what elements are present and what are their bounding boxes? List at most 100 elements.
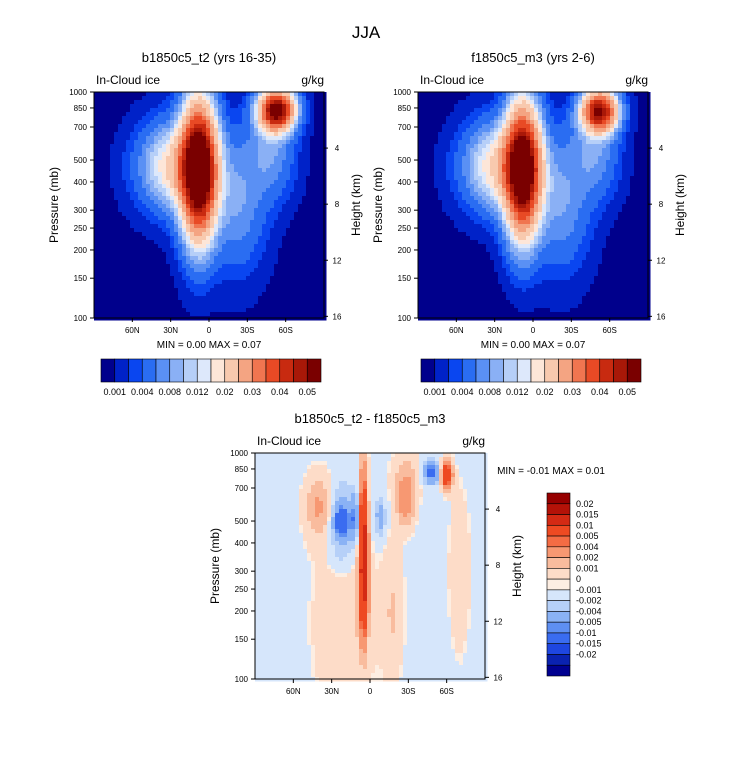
panel1-field-cell	[106, 272, 111, 277]
panel1-field-cell	[186, 300, 191, 305]
panel1-field-cell	[150, 112, 155, 117]
panel1-field-cell	[118, 196, 123, 201]
panel2-field-cell	[554, 148, 559, 153]
panel1-field-cell	[238, 100, 243, 105]
panel1-field-cell	[202, 112, 207, 117]
panel1-field-cell	[270, 220, 275, 225]
panel2-field-cell	[550, 140, 555, 145]
panel2-field-cell	[590, 92, 595, 97]
panel2-field-cell	[602, 104, 607, 109]
panel2-field-cell	[478, 140, 483, 145]
panel1-field-cell	[206, 256, 211, 261]
panel1-field-cell	[198, 288, 203, 293]
panel2-field-cell	[622, 180, 627, 185]
panel1-field-cell	[166, 200, 171, 205]
panel2-field-cell	[426, 196, 431, 201]
panel1-field-cell	[218, 292, 223, 297]
panel1-field-cell	[250, 208, 255, 213]
panel1-field-cell	[318, 284, 323, 289]
panel1-field-cell	[102, 132, 107, 137]
panel2-field-cell	[542, 156, 547, 161]
panel2-field-cell	[554, 128, 559, 133]
panel2-field-cell	[518, 168, 523, 173]
panel2-field-cell	[438, 136, 443, 141]
panel2-field-cell	[522, 156, 527, 161]
panel1-field-cell	[142, 284, 147, 289]
panel1-field-cell	[254, 148, 259, 153]
panel2-field-cell	[570, 144, 575, 149]
panel1-field-cell	[142, 272, 147, 277]
panel1-field-cell	[166, 308, 171, 313]
panel1-field-cell	[134, 164, 139, 169]
panel2-field-cell	[454, 200, 459, 205]
panel1-field-cell	[142, 308, 147, 313]
panel2-field-cell	[626, 100, 631, 105]
panel1-field-cell	[278, 212, 283, 217]
panel1-field-cell	[214, 232, 219, 237]
panel2-field-cell	[598, 136, 603, 141]
panel1-field-cell	[150, 124, 155, 129]
panel1-field-cell	[202, 284, 207, 289]
panel1-field-cell	[306, 240, 311, 245]
panel2-field-cell	[546, 104, 551, 109]
panel1-field-cell	[170, 144, 175, 149]
panel1-field-cell	[226, 144, 231, 149]
panel1-field-cell	[166, 212, 171, 217]
panel1-field-cell	[126, 152, 131, 157]
panel1-field-cell	[122, 248, 127, 253]
panel1-field-cell	[122, 288, 127, 293]
panel1-field-cell	[138, 192, 143, 197]
panel1-field-cell	[282, 224, 287, 229]
panel1-field-cell	[314, 200, 319, 205]
panel1-field-cell	[266, 272, 271, 277]
panel1-field-cell	[278, 136, 283, 141]
panel2-field-cell	[550, 128, 555, 133]
panel1-field-cell	[246, 212, 251, 217]
panel2-field-cell	[522, 144, 527, 149]
panel1-field-cell	[134, 224, 139, 229]
panel1-field-cell	[258, 232, 263, 237]
panel1-field-cell	[174, 164, 179, 169]
panel1-field-cell	[270, 152, 275, 157]
panel1-field-cell	[266, 224, 271, 229]
panel1-field-cell	[118, 280, 123, 285]
panel2-field-cell	[490, 156, 495, 161]
panel1-field-cell	[130, 188, 135, 193]
panel2-field-cell	[418, 100, 423, 105]
panel1-field-cell	[254, 208, 259, 213]
panel2-field-cell	[630, 168, 635, 173]
panel2-field-cell	[550, 156, 555, 161]
panel1-field-cell	[246, 144, 251, 149]
panel1-field-cell	[310, 260, 315, 265]
panel1-field-cell	[150, 260, 155, 265]
panel1-field-cell	[178, 264, 183, 269]
panel1-field-cell	[154, 268, 159, 273]
panel2-field-cell	[450, 160, 455, 165]
panel1-field-cell	[254, 308, 259, 313]
panel1-field-cell	[142, 208, 147, 213]
panel1-field-cell	[162, 284, 167, 289]
panel2-field-cell	[466, 100, 471, 105]
panel1-field-cell	[174, 124, 179, 129]
panel1-field-cell	[170, 100, 175, 105]
panel2-field-cell	[570, 156, 575, 161]
panel2-field-cell	[418, 112, 423, 117]
panel1-field-cell	[94, 104, 99, 109]
panel1-field-cell	[262, 216, 267, 221]
panel1-field-cell	[178, 196, 183, 201]
panel1-field-cell	[162, 184, 167, 189]
panel1-field-cell	[126, 272, 131, 277]
panel1-field-cell	[146, 264, 151, 269]
panel2-field-cell	[638, 192, 643, 197]
panel1-field-cell	[154, 104, 159, 109]
panel2-field-cell	[522, 92, 527, 97]
panel1-field-cell	[130, 284, 135, 289]
panel2-field-cell	[538, 184, 543, 189]
panel1-field-cell	[286, 100, 291, 105]
panel1-field-cell	[170, 140, 175, 145]
panel2-field-cell	[482, 104, 487, 109]
panel1-field-cell	[158, 308, 163, 313]
panel2-field-cell	[478, 148, 483, 153]
panel1-field-cell	[174, 220, 179, 225]
panel1-field-cell	[206, 244, 211, 249]
